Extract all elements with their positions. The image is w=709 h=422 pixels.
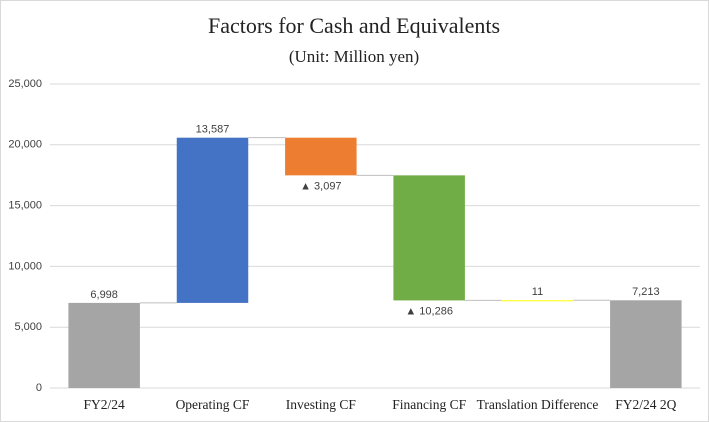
y-tick-label: 10,000: [8, 260, 42, 272]
bar: [393, 175, 465, 301]
y-tick-label: 25,000: [8, 78, 42, 90]
y-tick-label: 15,000: [8, 200, 42, 212]
chart-title: Factors for Cash and Equivalents: [208, 13, 500, 38]
bar: [285, 137, 357, 176]
y-tick-label: 5,000: [14, 321, 42, 333]
bar: [501, 300, 574, 302]
data-label: 13,587: [196, 124, 230, 136]
chart-subtitle: (Unit: Million yen): [289, 47, 419, 66]
y-tick-label: 0: [36, 382, 42, 394]
bar: [68, 302, 140, 388]
x-tick-label: Operating CF: [176, 397, 250, 412]
x-tick-label: Translation Difference: [477, 397, 599, 412]
x-tick-label: FY2/24: [84, 397, 126, 412]
x-tick-label: Financing CF: [392, 397, 466, 412]
data-label: ▲ 3,097: [300, 180, 341, 192]
bar: [610, 300, 682, 388]
data-label: 6,998: [90, 289, 118, 301]
x-tick-label: Investing CF: [286, 397, 357, 412]
x-tick-label: FY2/24 2Q: [615, 397, 676, 412]
data-label: ▲ 10,286: [405, 305, 453, 317]
data-label: 11: [532, 286, 543, 298]
data-label: 7,213: [632, 286, 660, 298]
bar: [176, 137, 249, 303]
y-tick-label: 20,000: [8, 139, 42, 151]
